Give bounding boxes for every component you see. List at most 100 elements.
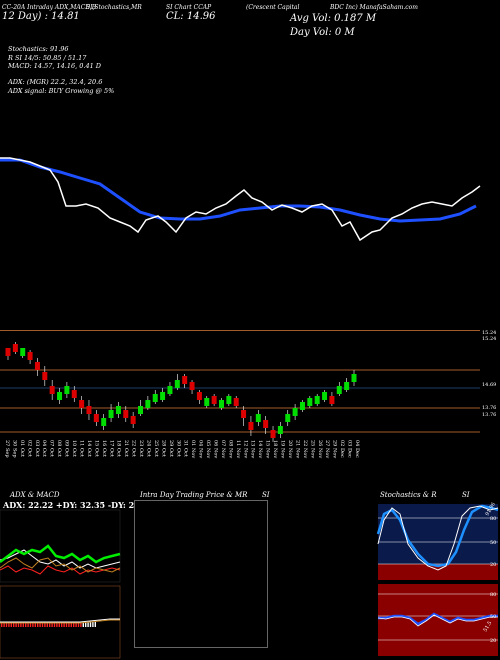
candle-body xyxy=(145,400,151,408)
candle-body xyxy=(71,390,77,398)
date-label: 11 Nov xyxy=(235,440,241,458)
macd-histogram-bar xyxy=(41,622,44,627)
candle-body xyxy=(123,410,129,418)
date-label: 25 Nov xyxy=(309,440,315,458)
date-axis: 27 Sep 30 Sep 01 Oct 02 Oct 03 Oct 04 Oct 07 O… xyxy=(4,440,360,458)
macd-histogram-bar xyxy=(51,622,53,627)
stochastics-panel: 91.96 80 50 20 xyxy=(376,502,499,580)
moving-average-line xyxy=(0,158,477,223)
macd-histogram-bar xyxy=(56,622,58,627)
candle-body xyxy=(189,382,195,390)
macd-histogram-bar xyxy=(85,622,87,627)
intra-panel-si: SI xyxy=(262,491,270,499)
indicator-stoch: SI,Stochastics,MR xyxy=(86,4,142,11)
candle-body xyxy=(218,400,224,408)
candle-body xyxy=(314,396,320,404)
macd-histogram-bar xyxy=(27,622,29,627)
candle-body xyxy=(248,422,254,430)
macd-histogram-bar xyxy=(3,622,5,627)
candle-body xyxy=(93,414,99,422)
candle-body xyxy=(152,394,158,402)
si-panel: 80 50 20 51.5 xyxy=(377,584,498,656)
date-label: 24 Oct xyxy=(145,440,151,457)
date-label: 03 Oct xyxy=(34,440,40,457)
date-label: 12 Nov xyxy=(242,440,248,458)
candle-body xyxy=(130,416,136,424)
company-name: (Crescent Capital xyxy=(246,4,300,11)
price-line xyxy=(0,157,481,242)
candle-body xyxy=(64,386,70,394)
macd-histogram-bar xyxy=(32,622,34,627)
adx-panel-title: ADX & MACD xyxy=(10,491,60,499)
macd-histogram-bar xyxy=(77,622,80,627)
candle-body xyxy=(196,392,202,400)
indicator-chart: SI Chart CCAP xyxy=(166,4,212,11)
candle-body xyxy=(255,414,261,422)
intraday-panel xyxy=(134,500,268,648)
macd-histogram-bar xyxy=(80,622,82,627)
date-label: 17 Oct xyxy=(108,440,114,457)
company-site: BDC Inc) ManafaSaham.com xyxy=(330,4,418,11)
date-label: 27 Sep xyxy=(4,440,10,458)
candle-body xyxy=(167,386,173,394)
date-label: 19 Nov xyxy=(280,440,286,458)
date-label: 14 Nov xyxy=(257,440,263,458)
candle-body xyxy=(174,380,180,388)
macd-histogram-bar xyxy=(65,622,68,627)
date-label: 02 Dec xyxy=(339,440,345,458)
macd-histogram-bar xyxy=(13,622,15,627)
stoch-tick-50: 50 xyxy=(490,540,496,546)
date-label: 15 Oct xyxy=(93,440,99,457)
macd-histogram-bar xyxy=(73,622,75,627)
macd-histogram-bar xyxy=(20,622,22,627)
macd-histogram-bar xyxy=(87,622,89,627)
price-tick-top-b: 15.24 xyxy=(482,336,497,342)
macd-histogram-bar xyxy=(68,622,70,627)
date-label: 04 Nov xyxy=(198,440,204,458)
date-label: 01 Oct xyxy=(19,440,25,457)
macd-histogram-bar xyxy=(29,622,32,627)
macd-histogram-bar xyxy=(46,622,48,627)
macd-histogram-bar xyxy=(89,622,92,627)
date-label: 29 Oct xyxy=(168,440,174,457)
price-tick-low-a: 13.76 xyxy=(482,405,497,411)
date-label: 03 Dec xyxy=(347,440,353,458)
macd-stat: MACD: 14.57, 14.16, 0.41 D xyxy=(8,62,102,70)
macd-histogram-bar xyxy=(49,622,51,627)
macd-histogram-bar xyxy=(22,622,24,627)
macd-histogram-bar xyxy=(5,622,8,627)
candle-body xyxy=(241,410,247,418)
candle-body xyxy=(292,408,298,416)
macd-histogram-bar xyxy=(94,622,96,627)
date-label: 21 Nov xyxy=(294,440,300,458)
macd-histogram-bar xyxy=(15,622,17,627)
candle-body xyxy=(115,406,121,414)
adxr-line xyxy=(0,557,121,573)
si-tick-50: 50 xyxy=(490,614,496,620)
date-label: 09 Oct xyxy=(64,440,70,457)
date-label: 08 Nov xyxy=(227,440,233,458)
price-day: 12 Day) : 14.81 xyxy=(2,11,80,22)
date-label: 04 Oct xyxy=(41,440,47,457)
adx-signal-stat: ADX signal: BUY Growing @ 5% xyxy=(8,87,115,95)
date-label: 22 Oct xyxy=(131,440,137,457)
candle-body xyxy=(12,344,18,352)
date-label: 30 Sep xyxy=(11,440,17,458)
candle-body xyxy=(108,410,114,418)
macd-histogram-bar xyxy=(53,622,56,627)
date-label: 13 Nov xyxy=(250,440,256,458)
date-label: 04 Dec xyxy=(354,440,360,458)
macd-histogram-bar xyxy=(10,622,12,627)
macd-histogram-bar xyxy=(61,622,63,627)
macd-histogram-bar xyxy=(75,622,77,627)
stochastics-stat: Stochastics: 91.96 xyxy=(8,45,69,53)
macd-histogram-bar xyxy=(17,622,20,627)
adx-panel-values: ADX: 22.22 +DY: 32.35 -DY: 20.39 xyxy=(3,500,154,510)
candle-body xyxy=(344,382,350,390)
si-line-blue xyxy=(378,612,498,626)
si-tick-80: 80 xyxy=(490,592,496,598)
macd-histogram-bar xyxy=(8,622,10,627)
stoch-r-stat: R SI 14/5: 50.85 / 51.17 xyxy=(8,54,87,62)
date-label: 27 Nov xyxy=(324,440,330,458)
date-label: 07 Nov xyxy=(220,440,226,458)
